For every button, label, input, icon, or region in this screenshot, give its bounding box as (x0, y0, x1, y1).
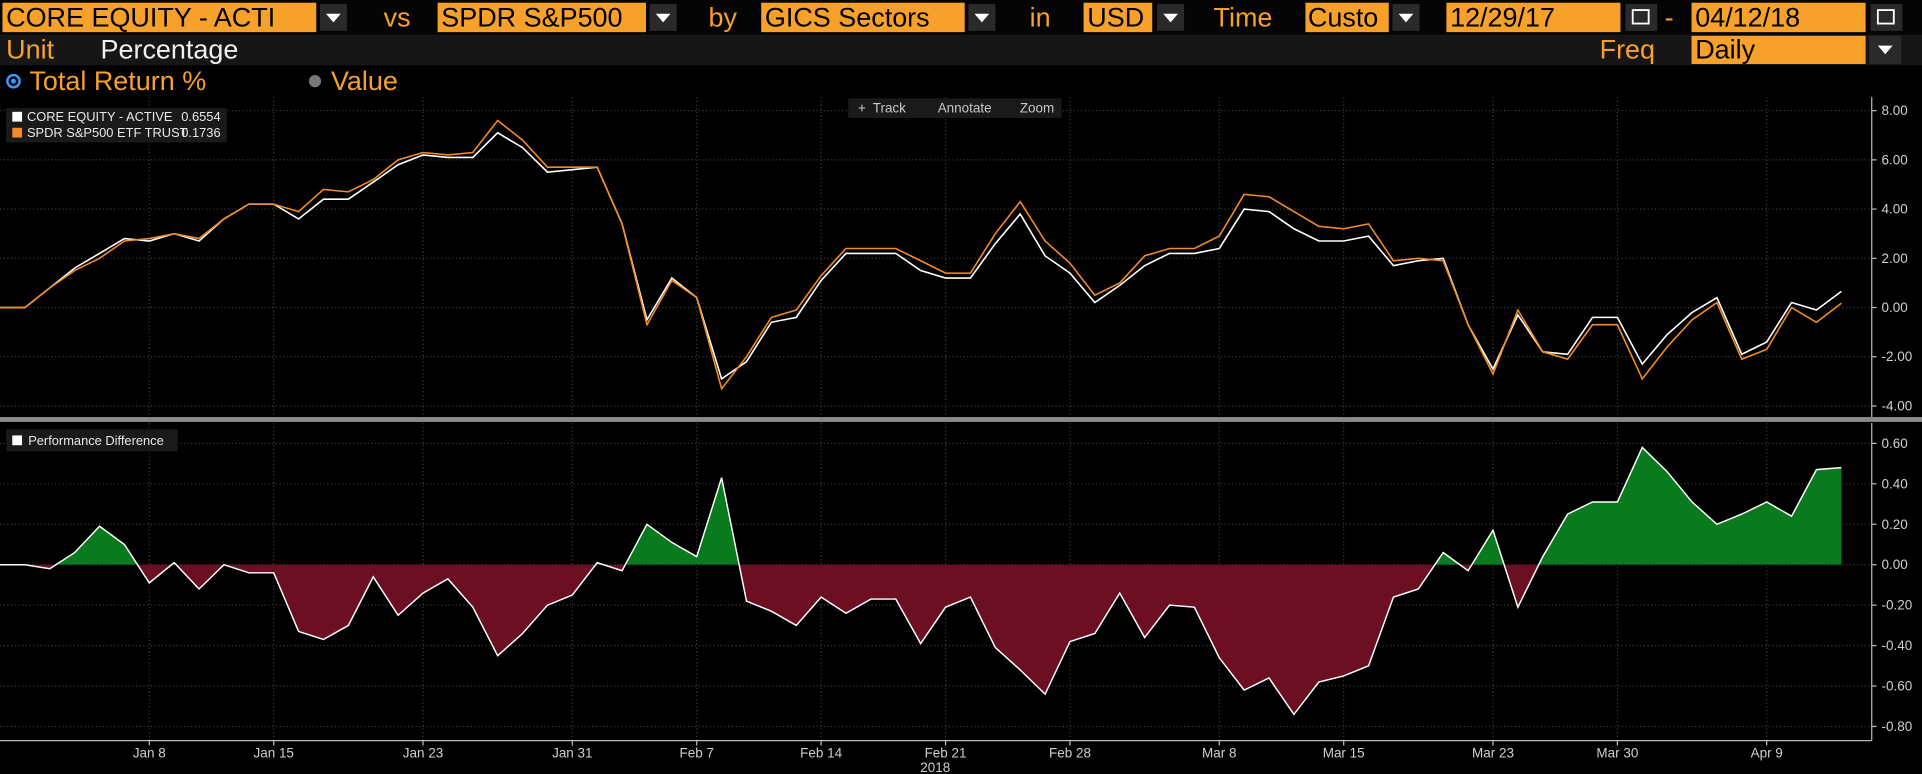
line-series (0, 131, 1842, 381)
y-tick-label: 0.60 (1882, 436, 1908, 451)
legend-label: CORE EQUITY - ACTIVE (27, 109, 173, 124)
grouping: GICS Sectors (765, 2, 930, 32)
tool-icon: + (858, 101, 866, 116)
calendar-icon (1631, 9, 1650, 25)
legend-value: 0.6554 (181, 109, 220, 124)
x-tick-label: Feb 7 (679, 745, 713, 760)
x-tick-label: Jan 15 (253, 745, 293, 760)
y-tick-label: 0.20 (1882, 517, 1908, 532)
x-tick-label: Feb 14 (800, 745, 842, 760)
start-date: 12/29/17 (1450, 2, 1555, 32)
tool-button[interactable]: Annotate (938, 101, 992, 116)
in-label: in (1030, 2, 1051, 32)
period: Custo (1308, 2, 1378, 32)
tool-button[interactable]: Zoom (1020, 101, 1054, 116)
y-tick-label: -0.80 (1882, 719, 1913, 734)
legend-label: Performance Difference (28, 433, 164, 448)
x-tick-label: Feb 21 (925, 745, 967, 760)
y-tick-label: 2.00 (1882, 251, 1908, 266)
dropdown-arrow (655, 13, 671, 23)
x-tick-label: Jan 31 (552, 745, 592, 760)
security-field[interactable] (2, 2, 317, 33)
benchmark-field[interactable] (437, 2, 646, 33)
security: CORE EQUITY - ACTI (6, 2, 275, 32)
x-tick-label: Mar 8 (1202, 745, 1236, 760)
toolbar-row (0, 34, 1922, 66)
grouping-field[interactable] (761, 2, 965, 33)
y-tick-label: -0.40 (1882, 638, 1913, 653)
end-date: 04/12/18 (1695, 2, 1800, 32)
legend-value: 0.1736 (181, 125, 220, 140)
y-tick-label: -4.00 (1882, 398, 1913, 413)
dropdown-arrow (1398, 13, 1414, 23)
tool-button[interactable]: Track (873, 101, 906, 116)
freq-field[interactable] (1691, 35, 1866, 65)
by-label: by (708, 2, 737, 32)
x-tick-label: Mar 23 (1472, 745, 1514, 760)
dropdown-arrow (1877, 45, 1893, 55)
chart-separator (0, 417, 1922, 422)
calendar-icon (1876, 9, 1895, 25)
y-tick-label: 4.00 (1882, 202, 1908, 217)
time-label: Time (1214, 2, 1273, 32)
x-axis-label: 2018 (920, 760, 950, 774)
currency: USD (1087, 2, 1144, 32)
x-tick-label: Feb 28 (1049, 745, 1091, 760)
dropdown-arrow (326, 13, 341, 23)
dropdown-arrow (974, 13, 990, 23)
legend-swatch (12, 127, 23, 138)
y-tick-label: -2.00 (1882, 349, 1913, 364)
line-series (0, 119, 1842, 391)
y-tick-label: -0.20 (1882, 598, 1913, 613)
start-date-field[interactable] (1446, 2, 1621, 33)
area-negative (0, 564, 1842, 715)
y-tick-label: 0.00 (1882, 557, 1908, 572)
period-field[interactable] (1305, 2, 1389, 33)
dropdown-arrow (1163, 13, 1178, 23)
radio-dot (11, 78, 16, 84)
currency-field[interactable] (1083, 2, 1153, 33)
unit-label: Unit (6, 34, 54, 64)
calendar-button[interactable] (1625, 3, 1658, 31)
line-series (0, 446, 1842, 716)
area-positive (56, 447, 1842, 565)
calendar-button[interactable] (1870, 3, 1903, 31)
y-tick-label: 0.00 (1882, 300, 1908, 315)
legend-swatch (12, 111, 23, 122)
date-separator: - (1665, 2, 1674, 32)
chart-toolbar (848, 98, 1062, 118)
benchmark: SPDR S&P500 (441, 2, 622, 32)
end-date-field[interactable] (1691, 2, 1866, 33)
x-tick-label: Jan 23 (403, 745, 443, 760)
legend-box (6, 429, 178, 452)
radio-unselected[interactable] (308, 75, 322, 88)
y-tick-label: 0.40 (1882, 476, 1908, 491)
x-tick-label: Mar 15 (1323, 745, 1365, 760)
y-tick-label: -0.60 (1882, 679, 1913, 694)
x-tick-label: Jan 8 (133, 745, 166, 760)
legend-box (6, 108, 227, 143)
legend-swatch (12, 435, 23, 446)
freq: Daily (1695, 34, 1755, 64)
vs-label: vs (384, 2, 411, 32)
legend-label: SPDR S&P500 ETF TRUST (27, 125, 188, 140)
freq-label: Freq (1600, 34, 1655, 64)
mode-option[interactable]: Total Return % (29, 66, 206, 96)
x-tick-label: Mar 30 (1596, 745, 1638, 760)
mode-option[interactable]: Value (331, 66, 398, 96)
x-tick-label: Apr 9 (1751, 745, 1783, 760)
unit: Percentage (101, 34, 239, 64)
y-tick-label: 8.00 (1882, 103, 1908, 118)
radio-selected[interactable] (6, 73, 21, 89)
y-tick-label: 6.00 (1882, 152, 1908, 167)
